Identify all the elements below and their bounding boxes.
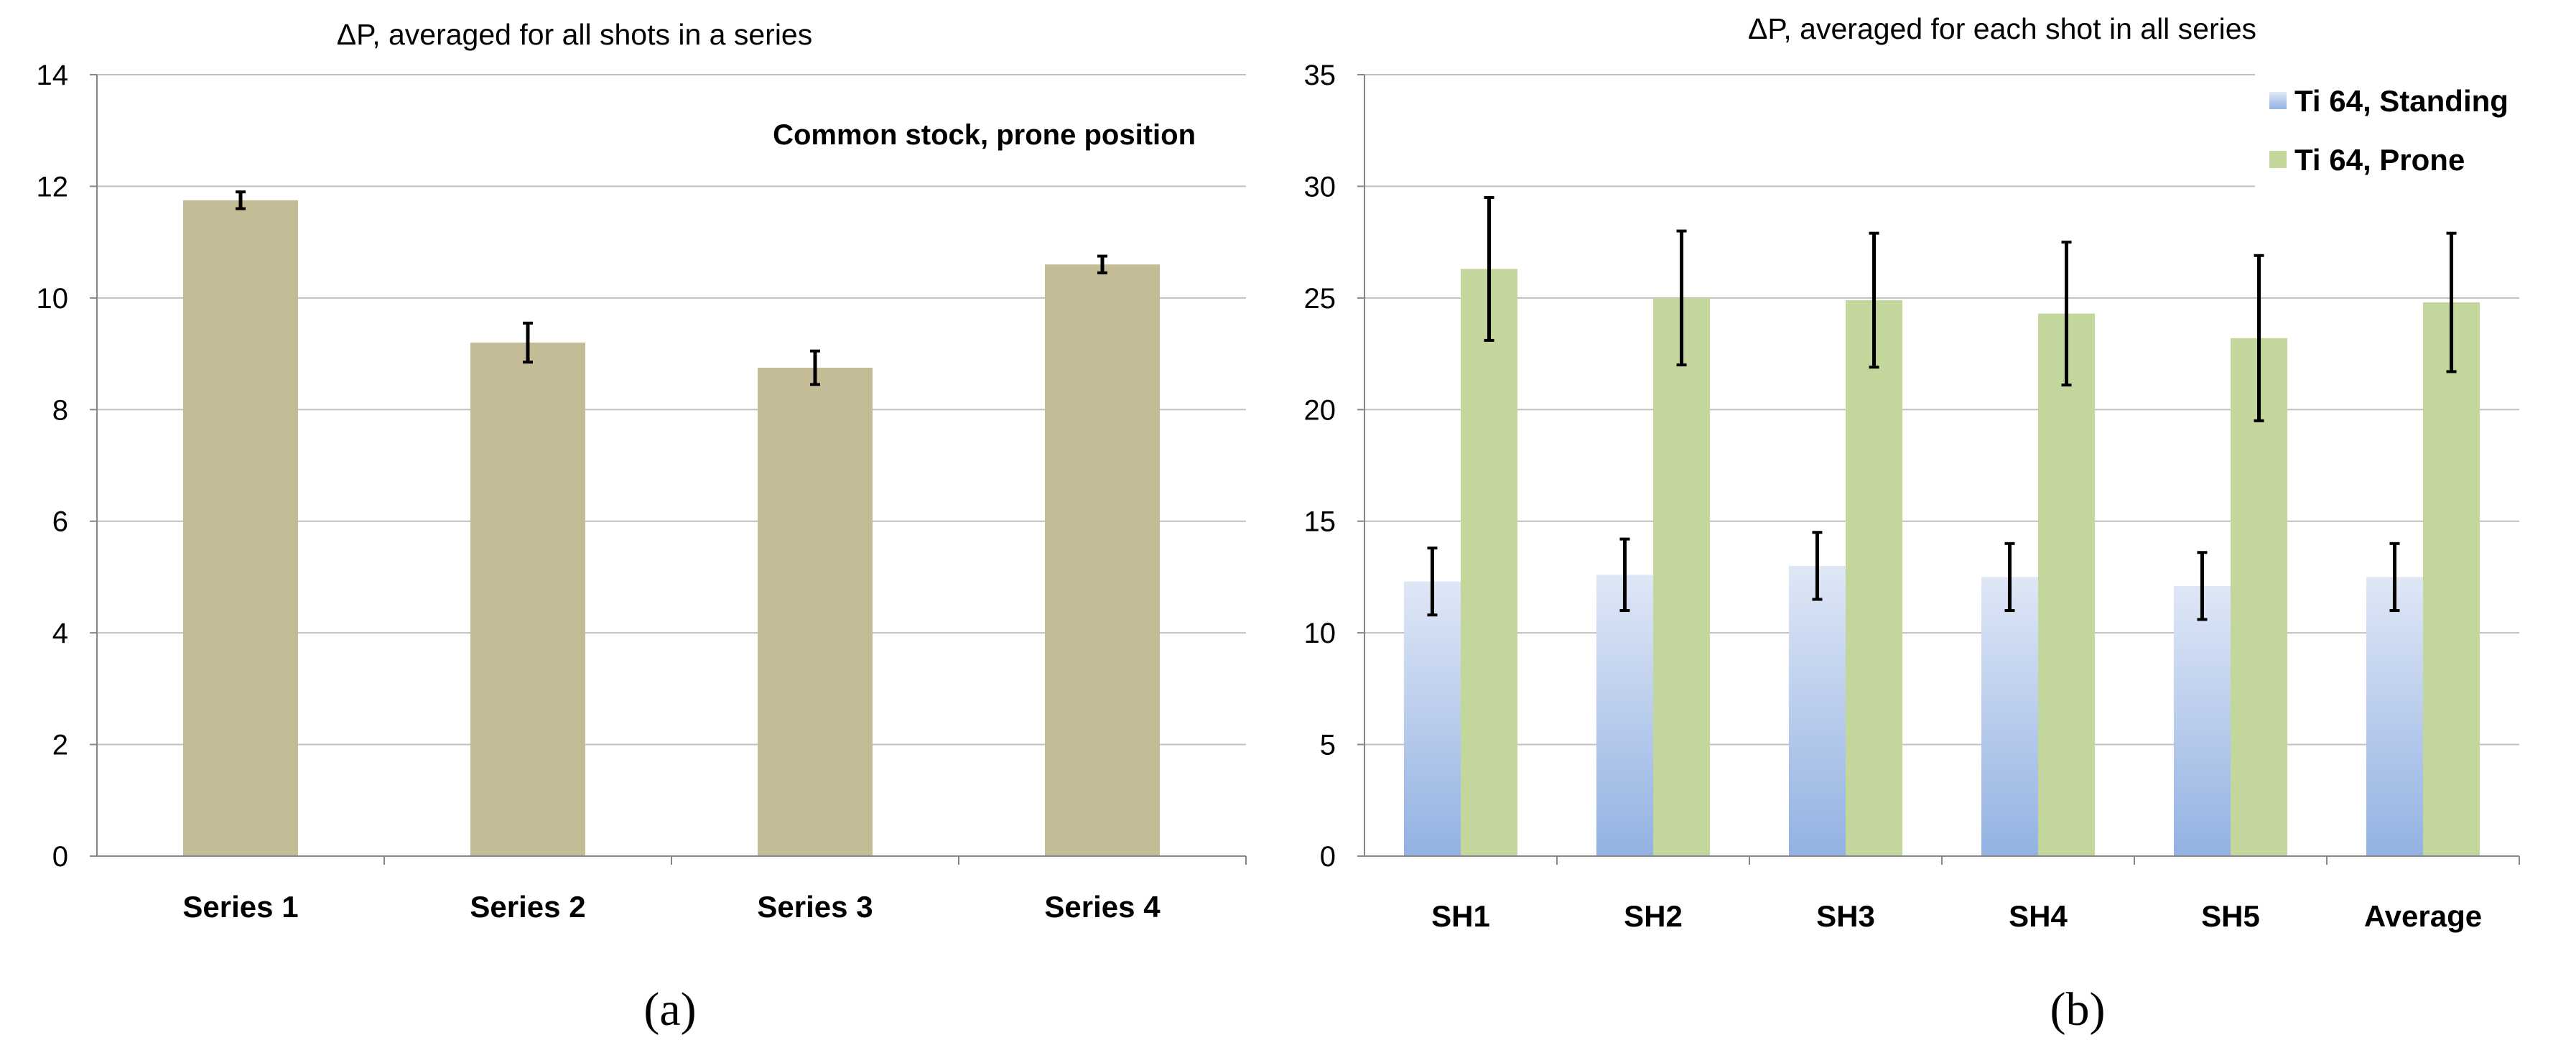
chart-a-axes <box>90 74 1247 865</box>
y-tick-label: 5 <box>1320 730 1336 761</box>
x-tick-label: SH5 <box>2201 899 2260 933</box>
y-tick-label: 30 <box>1304 171 1336 203</box>
chart-a-y-tick-labels: 0 2 4 6 8 10 12 14 <box>37 60 69 873</box>
bar <box>758 368 873 856</box>
y-tick-label: 20 <box>1304 394 1336 426</box>
chart-b: ΔP, averaged for each shot in all series… <box>1304 12 2528 1036</box>
chart-b-y-tick-labels: 0 5 10 15 20 25 30 35 <box>1304 60 1336 873</box>
bar <box>1045 264 1160 856</box>
bar <box>1653 297 1711 856</box>
legend-swatch-prone <box>2269 151 2287 168</box>
y-tick-label: 2 <box>52 730 68 761</box>
bar <box>1981 577 2038 856</box>
bar <box>1788 565 1846 856</box>
x-tick-label: Series 4 <box>1044 890 1161 924</box>
y-tick-label: 14 <box>37 60 69 91</box>
chart-b-gridlines <box>1364 74 2519 746</box>
bar <box>2423 302 2480 856</box>
legend-label-prone: Ti 64, Prone <box>2294 143 2465 177</box>
chart-b-legend: Ti 64, Standing Ti 64, Prone <box>2255 70 2528 194</box>
x-tick-label: Series 3 <box>757 890 873 924</box>
chart-a: ΔP, averaged for all shots in a series 0… <box>37 18 1247 1036</box>
chart-b-bars <box>1403 269 2480 857</box>
chart-b-axes <box>1357 74 2520 865</box>
bar <box>183 200 298 856</box>
y-tick-label: 6 <box>52 506 68 538</box>
chart-a-annotation: Common stock, prone position <box>773 119 1196 151</box>
x-tick-label: Series 1 <box>182 890 298 924</box>
bar <box>1846 299 1903 857</box>
chart-a-x-tick-labels: Series 1 Series 2 Series 3 Series 4 <box>182 890 1161 924</box>
panel-label-a: (a) <box>643 983 696 1036</box>
bar <box>1596 575 1653 856</box>
legend-label-standing: Ti 64, Standing <box>2294 84 2508 118</box>
legend-swatch-standing <box>2269 92 2287 109</box>
x-tick-label: Average <box>2364 899 2482 933</box>
chart-a-error-bars <box>236 190 1107 386</box>
chart-b-x-tick-labels: SH1 SH2 SH3 SH4 SH5 Average <box>1431 899 2482 933</box>
y-tick-label: 25 <box>1304 283 1336 315</box>
legend-background <box>2255 70 2528 194</box>
bar <box>470 343 585 856</box>
chart-b-title: ΔP, averaged for each shot in all series <box>1748 12 2256 45</box>
y-tick-label: 0 <box>52 841 68 873</box>
y-tick-label: 10 <box>37 283 69 315</box>
y-tick-label: 10 <box>1304 618 1336 649</box>
y-tick-label: 8 <box>52 394 68 426</box>
bar <box>2173 585 2231 856</box>
x-tick-label: SH2 <box>1624 899 1683 933</box>
bar <box>2038 313 2096 856</box>
x-tick-label: SH4 <box>2009 899 2068 933</box>
bar <box>2231 338 2288 857</box>
x-tick-label: Series 2 <box>470 890 585 924</box>
bar <box>1461 269 1518 857</box>
y-tick-label: 15 <box>1304 506 1336 538</box>
y-tick-label: 4 <box>52 618 68 649</box>
chart-a-bars <box>183 200 1160 856</box>
x-tick-label: SH3 <box>1816 899 1875 933</box>
chart-a-title: ΔP, averaged for all shots in a series <box>337 18 813 51</box>
y-tick-label: 35 <box>1304 60 1336 91</box>
bar <box>1403 581 1461 856</box>
chart-b-error-bars <box>1427 195 2457 621</box>
y-tick-label: 0 <box>1320 841 1336 873</box>
panel-label-b: (b) <box>2050 983 2106 1036</box>
bar <box>2366 577 2423 856</box>
x-tick-label: SH1 <box>1431 899 1490 933</box>
y-tick-label: 12 <box>37 171 69 203</box>
